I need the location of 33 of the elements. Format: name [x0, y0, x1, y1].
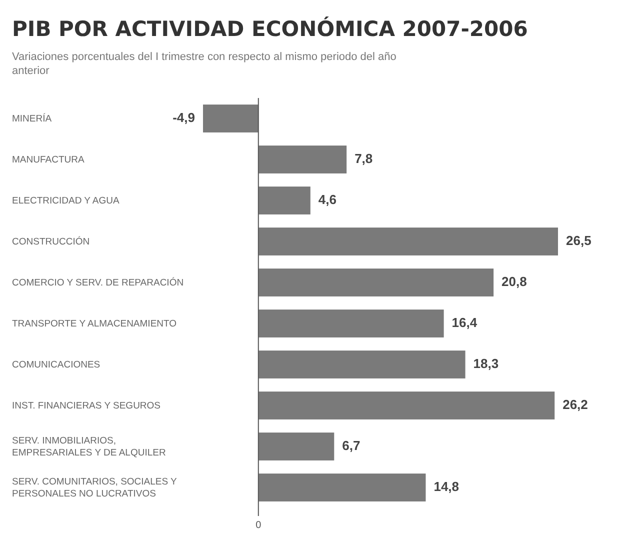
data-label: 4,6 [318, 192, 336, 207]
y-tick-label: MINERÍA [12, 112, 52, 124]
bar [258, 268, 494, 296]
y-tick-label: ELECTRICIDAD Y AGUA [12, 195, 120, 206]
y-tick-label: SERV. COMUNITARIOS, SOCIALES Y PERSONALES NO LUCRATIVOS [12, 476, 178, 500]
data-label: -4,9 [172, 110, 195, 125]
bar [258, 350, 466, 378]
y-tick-label: INST. FINANCIERAS Y SEGUROS [12, 400, 161, 412]
bar [258, 146, 347, 174]
y-tick-label: CONSTRUCCIÓN [12, 235, 90, 248]
data-label: 16,4 [452, 314, 478, 330]
bar [258, 392, 555, 420]
y-tick-label: TRANSPORTE Y ALMACENAMIENTO [12, 318, 177, 330]
data-label: 20,8 [502, 274, 527, 289]
data-label: 7,8 [354, 150, 373, 166]
data-label: 18,3 [473, 356, 499, 371]
bar [258, 432, 334, 460]
data-label: 14,8 [434, 478, 460, 494]
bar [203, 104, 258, 132]
text: 0 [256, 520, 262, 531]
data-label: 6,7 [342, 438, 360, 453]
data-label: 26,5 [566, 232, 592, 248]
y-tick-label: COMERCIO Y SERV. DE REPARACIÓN [12, 276, 184, 288]
bar [258, 474, 426, 502]
chart-subtitle: Variaciones porcentuales del I trimestre con respecto al mismo periodo del año anterior [12, 51, 396, 77]
chart-title: PIB POR ACTIVIDAD ECONÓMICA 2007-2006 [12, 16, 528, 41]
bar [258, 186, 310, 214]
y-tick-label: SERV. INMOBILIARIOS, EMPRESARIALES Y DE ALQUILER [12, 435, 166, 458]
y-tick-label: COMUNICACIONES [12, 359, 100, 370]
bar [258, 310, 444, 338]
data-label: 26,2 [562, 396, 588, 412]
bar [258, 228, 558, 256]
y-tick-label: MANUFACTURA [12, 154, 85, 166]
